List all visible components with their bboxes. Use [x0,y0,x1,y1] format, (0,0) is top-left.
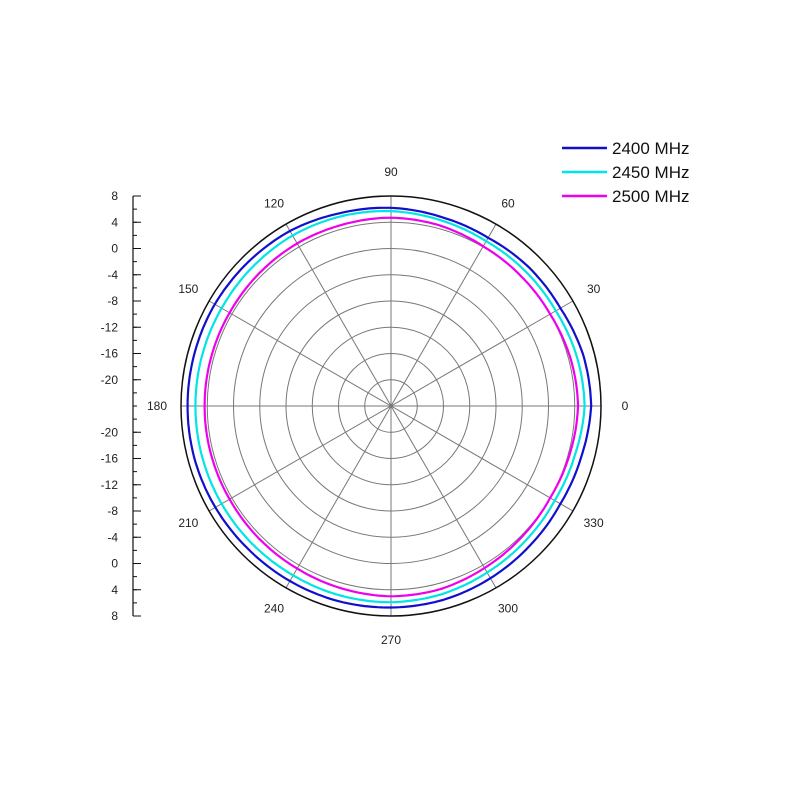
series-line [203,216,580,598]
angle-tick-label: 180 [147,399,167,413]
radial-tick-label: -20 [101,425,119,439]
outer-ring [180,195,602,617]
angle-tick-label: 60 [501,196,515,210]
series-line [194,209,586,604]
radial-tick-label: -8 [107,294,118,308]
radial-tick-label: -16 [101,452,119,466]
radial-axis-scale: 8 4 0 -4 -8 -12 -16 -20 -20 -16 -12 -8 -4 0 4 8 [101,189,141,623]
angle-tick-label: 330 [584,516,604,530]
series-line [186,206,593,609]
polar-grid [180,195,602,617]
legend-label: 2400 MHz [612,139,689,158]
radial-tick-label: 8 [111,189,118,203]
grid-spoke [208,300,574,512]
angle-tick-label: 120 [264,196,284,210]
radial-tick-label: -12 [101,320,119,334]
angle-tick-label: 150 [178,282,198,296]
legend: 2400 MHz 2450 MHz 2500 MHz [562,139,689,206]
radial-tick-label: -4 [107,530,118,544]
angle-tick-label: 300 [498,602,518,616]
angle-tick-label: 0 [622,399,629,413]
legend-label: 2450 MHz [612,163,689,182]
radial-tick-label: 4 [111,583,118,597]
radial-tick-label: -4 [107,268,118,282]
legend-label: 2500 MHz [612,187,689,206]
radial-tick-label: 8 [111,609,118,623]
radial-tick-label: -20 [101,373,119,387]
radial-tick-label: -12 [101,478,119,492]
radial-tick-label: -16 [101,347,119,361]
radial-tick-label: 4 [111,215,118,229]
angle-tick-label: 90 [384,165,398,179]
radial-tick-label: 0 [111,557,118,571]
angular-tick-labels: 0 30 60 90 120 150 180 210 240 270 300 330 [147,165,629,647]
angle-tick-label: 240 [264,602,284,616]
angle-tick-label: 30 [587,282,601,296]
radial-tick-label: -8 [107,504,118,518]
series-lines [186,206,593,609]
angle-tick-label: 270 [381,633,401,647]
angle-tick-label: 210 [178,516,198,530]
radial-tick-label: 0 [111,242,118,256]
